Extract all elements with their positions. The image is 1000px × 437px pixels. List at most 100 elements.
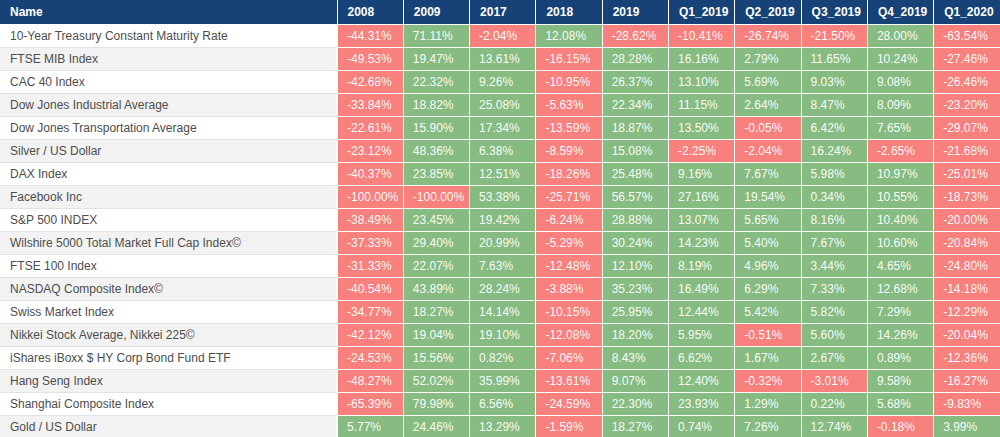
value-cell: 35.99% <box>470 370 536 393</box>
value-cell: 28.00% <box>867 25 933 48</box>
value-cell: 30.24% <box>602 232 668 255</box>
row-name-cell: Dow Jones Industrial Average <box>0 94 337 117</box>
value-cell: 6.56% <box>470 393 536 416</box>
column-header-2019[interactable]: 2019 <box>602 0 668 25</box>
table-row: Dow Jones Industrial Average-33.84%18.82… <box>0 94 1000 117</box>
table-row: Nikkei Stock Average, Nikkei 225©-42.12%… <box>0 324 1000 347</box>
table-row: Dow Jones Transportation Average-22.61%1… <box>0 117 1000 140</box>
value-cell: -25.01% <box>934 163 1000 186</box>
value-cell: -25.71% <box>536 186 602 209</box>
column-header-q2-2019[interactable]: Q2_2019 <box>735 0 801 25</box>
value-cell: -20.04% <box>934 324 1000 347</box>
value-cell: -23.20% <box>934 94 1000 117</box>
column-header-2018[interactable]: 2018 <box>536 0 602 25</box>
value-cell: 20.99% <box>470 232 536 255</box>
value-cell: 22.30% <box>602 393 668 416</box>
column-header-2008[interactable]: 2008 <box>337 0 403 25</box>
row-name-cell: Wilshire 5000 Total Market Full Cap Inde… <box>0 232 337 255</box>
value-cell: -23.12% <box>337 140 403 163</box>
value-cell: 5.77% <box>337 416 403 437</box>
column-header-2017[interactable]: 2017 <box>470 0 536 25</box>
row-name-cell: Swiss Market Index <box>0 301 337 324</box>
value-cell: -26.46% <box>934 71 1000 94</box>
value-cell: 13.29% <box>470 416 536 437</box>
value-cell: 10.40% <box>867 209 933 232</box>
value-cell: -100.00% <box>337 186 403 209</box>
value-cell: 5.69% <box>735 71 801 94</box>
value-cell: 14.14% <box>470 301 536 324</box>
value-cell: -0.51% <box>735 324 801 347</box>
value-cell: 12.44% <box>668 301 734 324</box>
value-cell: -13.61% <box>536 370 602 393</box>
value-cell: -2.65% <box>867 140 933 163</box>
value-cell: 23.85% <box>403 163 469 186</box>
column-header-q4-2019[interactable]: Q4_2019 <box>867 0 933 25</box>
value-cell: -40.54% <box>337 278 403 301</box>
value-cell: -29.07% <box>934 117 1000 140</box>
value-cell: 23.45% <box>403 209 469 232</box>
value-cell: -42.12% <box>337 324 403 347</box>
value-cell: -13.59% <box>536 117 602 140</box>
row-name-cell: Hang Seng Index <box>0 370 337 393</box>
value-cell: -0.32% <box>735 370 801 393</box>
value-cell: -33.84% <box>337 94 403 117</box>
value-cell: 52.02% <box>403 370 469 393</box>
value-cell: 6.38% <box>470 140 536 163</box>
value-cell: 1.29% <box>735 393 801 416</box>
column-header-2009[interactable]: 2009 <box>403 0 469 25</box>
value-cell: 15.90% <box>403 117 469 140</box>
value-cell: -3.01% <box>801 370 867 393</box>
value-cell: -22.61% <box>337 117 403 140</box>
column-header-q3-2019[interactable]: Q3_2019 <box>801 0 867 25</box>
column-header-q1-2019[interactable]: Q1_2019 <box>668 0 734 25</box>
value-cell: -10.41% <box>668 25 734 48</box>
value-cell: 9.07% <box>602 370 668 393</box>
value-cell: 22.34% <box>602 94 668 117</box>
table-header: Name20082009201720182019Q1_2019Q2_2019Q3… <box>0 0 1000 25</box>
value-cell: 3.99% <box>934 416 1000 437</box>
value-cell: 56.57% <box>602 186 668 209</box>
table-row: FTSE 100 Index-31.33%22.07%7.63%-12.48%1… <box>0 255 1000 278</box>
value-cell: 10.24% <box>867 48 933 71</box>
value-cell: 7.67% <box>801 232 867 255</box>
value-cell: -34.77% <box>337 301 403 324</box>
value-cell: -26.74% <box>735 25 801 48</box>
row-name-cell: Shanghai Composite Index <box>0 393 337 416</box>
value-cell: 10.60% <box>867 232 933 255</box>
value-cell: -28.62% <box>602 25 668 48</box>
value-cell: 19.04% <box>403 324 469 347</box>
value-cell: -12.36% <box>934 347 1000 370</box>
value-cell: 5.82% <box>801 301 867 324</box>
value-cell: 12.08% <box>536 25 602 48</box>
value-cell: 28.24% <box>470 278 536 301</box>
value-cell: -9.83% <box>934 393 1000 416</box>
row-name-cell: FTSE 100 Index <box>0 255 337 278</box>
value-cell: 17.34% <box>470 117 536 140</box>
value-cell: 7.26% <box>735 416 801 437</box>
value-cell: 12.68% <box>867 278 933 301</box>
row-name-cell: CAC 40 Index <box>0 71 337 94</box>
column-header-q1-2020[interactable]: Q1_2020 <box>934 0 1000 25</box>
value-cell: 16.24% <box>801 140 867 163</box>
value-cell: -10.95% <box>536 71 602 94</box>
value-cell: 11.65% <box>801 48 867 71</box>
value-cell: 27.16% <box>668 186 734 209</box>
column-header-name[interactable]: Name <box>0 0 337 25</box>
returns-table-visual: Name20082009201720182019Q1_2019Q2_2019Q3… <box>0 0 1000 437</box>
value-cell: 12.51% <box>470 163 536 186</box>
value-cell: 6.42% <box>801 117 867 140</box>
value-cell: 14.23% <box>668 232 734 255</box>
table-row: 10-Year Treasury Constant Maturity Rate-… <box>0 25 1000 48</box>
value-cell: 79.98% <box>403 393 469 416</box>
value-cell: -12.48% <box>536 255 602 278</box>
table-row: Swiss Market Index-34.77%18.27%14.14%-10… <box>0 301 1000 324</box>
value-cell: 8.19% <box>668 255 734 278</box>
value-cell: 13.10% <box>668 71 734 94</box>
table-row: Silver / US Dollar-23.12%48.36%6.38%-8.5… <box>0 140 1000 163</box>
value-cell: -24.59% <box>536 393 602 416</box>
row-name-cell: DAX Index <box>0 163 337 186</box>
value-cell: 53.38% <box>470 186 536 209</box>
value-cell: -18.26% <box>536 163 602 186</box>
value-cell: -24.80% <box>934 255 1000 278</box>
value-cell: 6.62% <box>668 347 734 370</box>
